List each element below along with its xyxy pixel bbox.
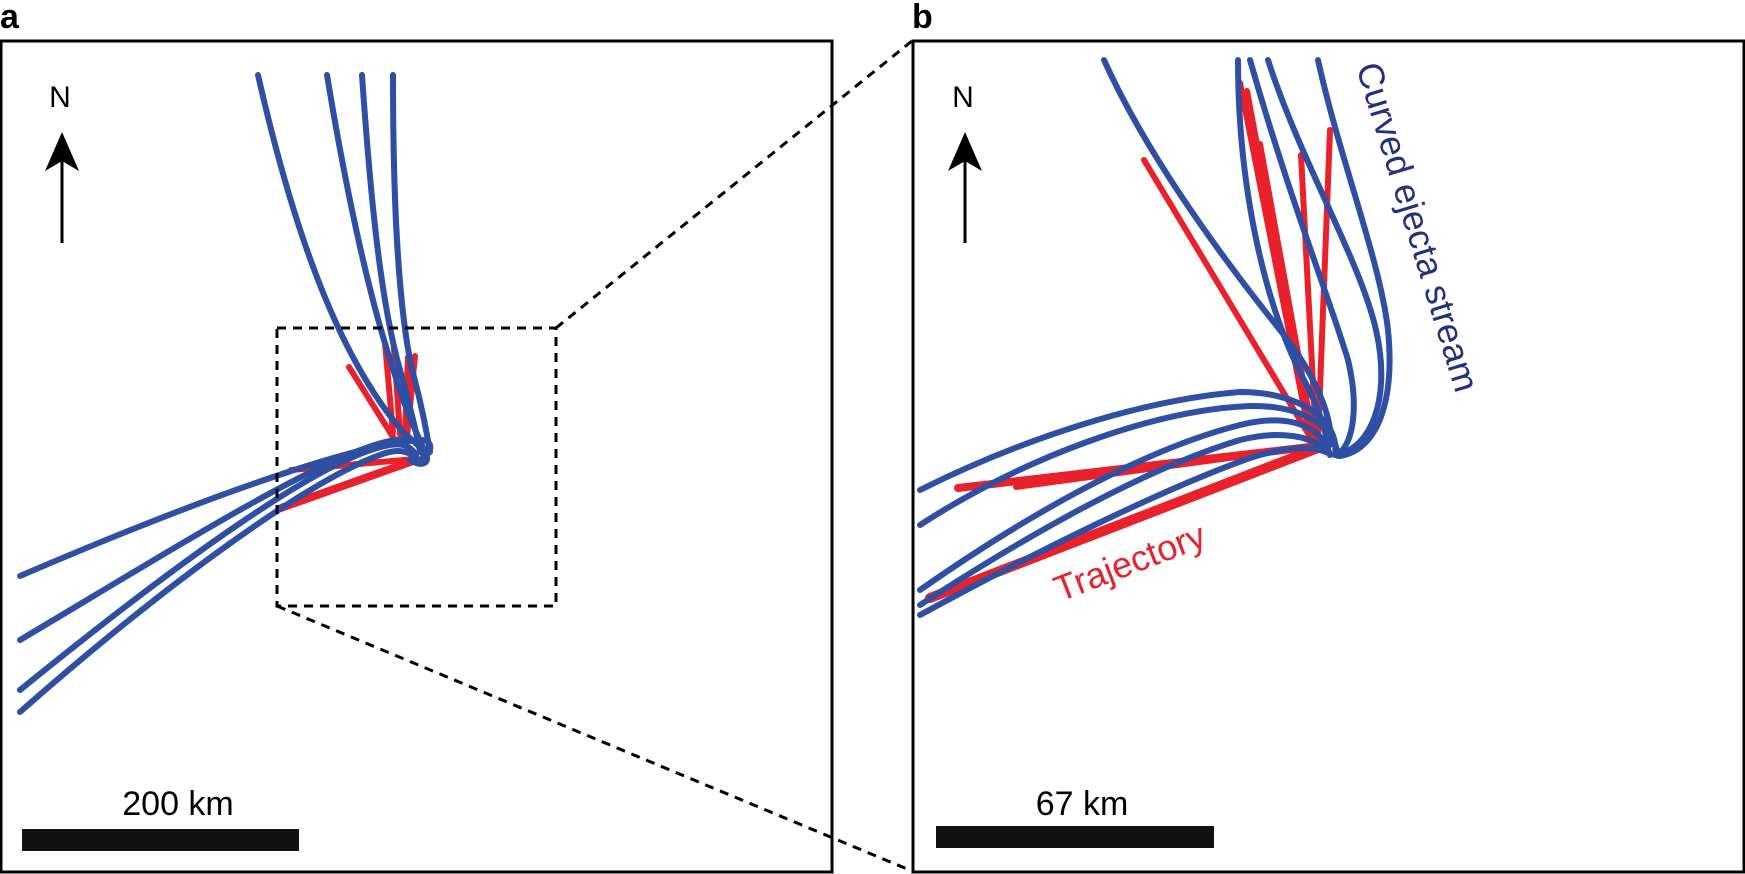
panel-b-letter: b: [912, 0, 933, 36]
panel-b-north-label: N: [952, 81, 974, 114]
north-arrow-icon: [45, 132, 79, 243]
trajectory-label: Trajectory: [1048, 514, 1211, 609]
north-arrow-icon: [948, 132, 982, 243]
zoom-connector-bottom: [276, 604, 913, 873]
panel-b-trajectories: [925, 80, 1333, 603]
panel-a-plot: N 200 km: [17, 72, 434, 851]
curved-ejecta-stream-label: Curved ejecta stream: [1348, 57, 1487, 396]
panel-b-ejecta-streams: [917, 57, 1393, 618]
panel-a-frame: [0, 39, 834, 874]
inset-box: [275, 326, 558, 608]
panel-a-letter: a: [0, 0, 20, 36]
panel-a-scale-label: 200 km: [122, 785, 234, 823]
panel-a-north-label: N: [49, 81, 71, 114]
panel-a-scale-bar: [22, 829, 299, 851]
panel-b-frame: [911, 39, 1745, 874]
panel-b-scale-bar: [936, 826, 1214, 848]
panel-b-plot: N Curved ejecta stream Trajectory 67 km: [917, 57, 1488, 848]
panel-a-ejecta-streams: [17, 72, 434, 715]
panel-b-scale-label: 67 km: [1036, 785, 1129, 823]
zoom-connector-top: [555, 39, 913, 330]
